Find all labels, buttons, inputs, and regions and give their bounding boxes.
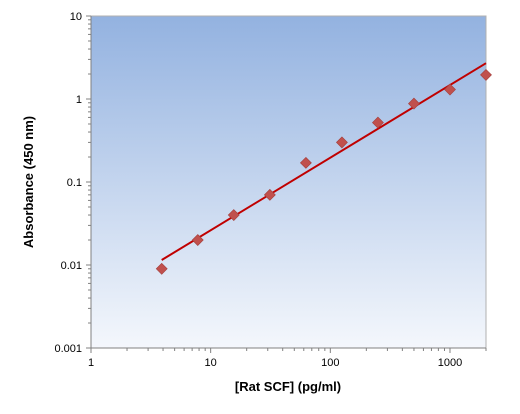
y-axis-title: Absorbance (450 nm): [21, 116, 36, 248]
axes-layer: 0.001 0.01 0.1 1 10 1 10 100 1000: [54, 11, 487, 369]
data-point: [335, 136, 348, 149]
y-tick-label: 0.01: [61, 260, 82, 272]
data-point: [480, 69, 492, 81]
data-point: [227, 209, 240, 221]
data-point: [299, 156, 312, 169]
data-points-layer: [155, 69, 492, 275]
data-point: [408, 97, 420, 110]
fit-line: [161, 62, 487, 261]
y-tick-label: 1: [76, 94, 82, 106]
data-point: [155, 262, 168, 275]
data-point: [372, 116, 384, 129]
data-point: [263, 188, 276, 201]
fit-line-layer: [161, 62, 487, 261]
x-tick-label: 1000: [438, 357, 462, 369]
x-tick-label: 10: [205, 357, 217, 369]
data-point: [444, 83, 456, 96]
x-tick-label: 1: [88, 357, 94, 369]
x-tick-label: 100: [321, 357, 339, 369]
data-point: [191, 234, 204, 246]
x-axis-title: [Rat SCF] (pg/ml): [235, 379, 341, 394]
y-tick-label: 10: [70, 11, 82, 23]
y-tick-label: 0.1: [67, 177, 82, 189]
y-tick-label: 0.001: [54, 343, 82, 355]
